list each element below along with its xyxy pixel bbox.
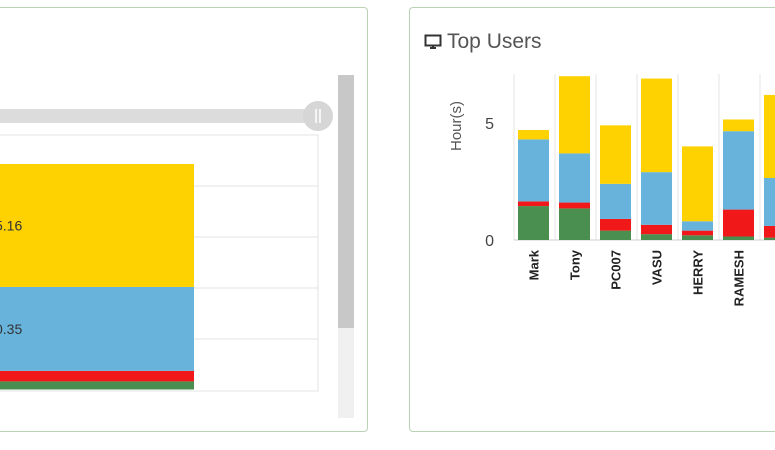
left-chart-panel: 0.355.16,	[0, 7, 368, 432]
bar-segment-blue	[723, 131, 754, 210]
bar-segment-yellow	[600, 125, 631, 184]
bar-segment-red	[723, 209, 754, 237]
bar-segment-yellow	[723, 119, 754, 132]
bar-segment-green	[641, 234, 672, 240]
bar-segment-blue	[682, 221, 713, 231]
bar-segment-yellow	[518, 130, 549, 140]
bar-segment-green	[0, 381, 194, 390]
bar-segment-yellow	[559, 76, 590, 154]
y-tick-label: 5	[485, 116, 494, 133]
bar-segment-green	[682, 235, 713, 240]
bar-segment-yellow	[0, 164, 194, 287]
x-tick-label: PC007	[609, 250, 624, 290]
left-chart: 0.355.16,	[0, 75, 354, 418]
x-tick-label: Tony	[568, 249, 583, 280]
y-axis-label: Hour(s)	[448, 101, 465, 151]
bar-segment-red	[559, 202, 590, 209]
bar-segment-green	[600, 230, 631, 240]
bar-segment-red	[0, 370, 194, 382]
plot-area	[0, 134, 319, 392]
panel-title: Top Users	[424, 30, 542, 54]
x-tick-label: RAMESH	[732, 250, 747, 306]
bar-segment-red	[518, 201, 549, 207]
bar-segment-blue	[559, 153, 590, 203]
bar-segment-blue	[0, 286, 194, 371]
monitor-icon	[424, 34, 442, 49]
top-users-chart: 0 5 Hour(s) Mark Tony PC007 VASU HERRY RAMESH SAU…	[448, 74, 775, 315]
x-tick-label: Mark	[527, 249, 542, 280]
bar-segment-yellow	[764, 94, 775, 178]
bar-segment-red	[600, 218, 631, 231]
bar-segment-blue	[518, 139, 549, 202]
bar-segment-green	[764, 237, 775, 240]
bar-segment-green	[723, 236, 754, 240]
bar-segment-red	[764, 225, 775, 238]
bar-segment-blue	[600, 183, 631, 219]
top-users-title: Top Users	[447, 30, 542, 53]
top-users-panel: Top Users 0 5 Hour(s) Mark Tony PC007 VASU HERR…	[409, 7, 775, 432]
zoom-slider-track[interactable]	[0, 109, 313, 123]
data-label-blue: 0.35	[0, 321, 22, 337]
x-tick-label: HERRY	[691, 250, 706, 295]
bar-segment-yellow	[682, 146, 713, 222]
bar-segment-red	[682, 230, 713, 236]
bar-segment-green	[518, 206, 549, 240]
bar-segment-green	[559, 208, 590, 240]
data-label-yellow: 5.16	[0, 217, 22, 233]
bar-segment-yellow	[641, 78, 672, 173]
y-tick-label: 0	[485, 233, 494, 250]
bar-segment-blue	[764, 177, 775, 226]
zoom-slider-handle[interactable]	[303, 101, 333, 131]
bar-segment-red	[641, 224, 672, 235]
scrollbar-thumb[interactable]	[338, 75, 354, 328]
bar-segment-blue	[641, 172, 672, 225]
x-tick-label: VASU	[650, 250, 665, 285]
x-tick-label: SAURABH	[773, 250, 775, 315]
